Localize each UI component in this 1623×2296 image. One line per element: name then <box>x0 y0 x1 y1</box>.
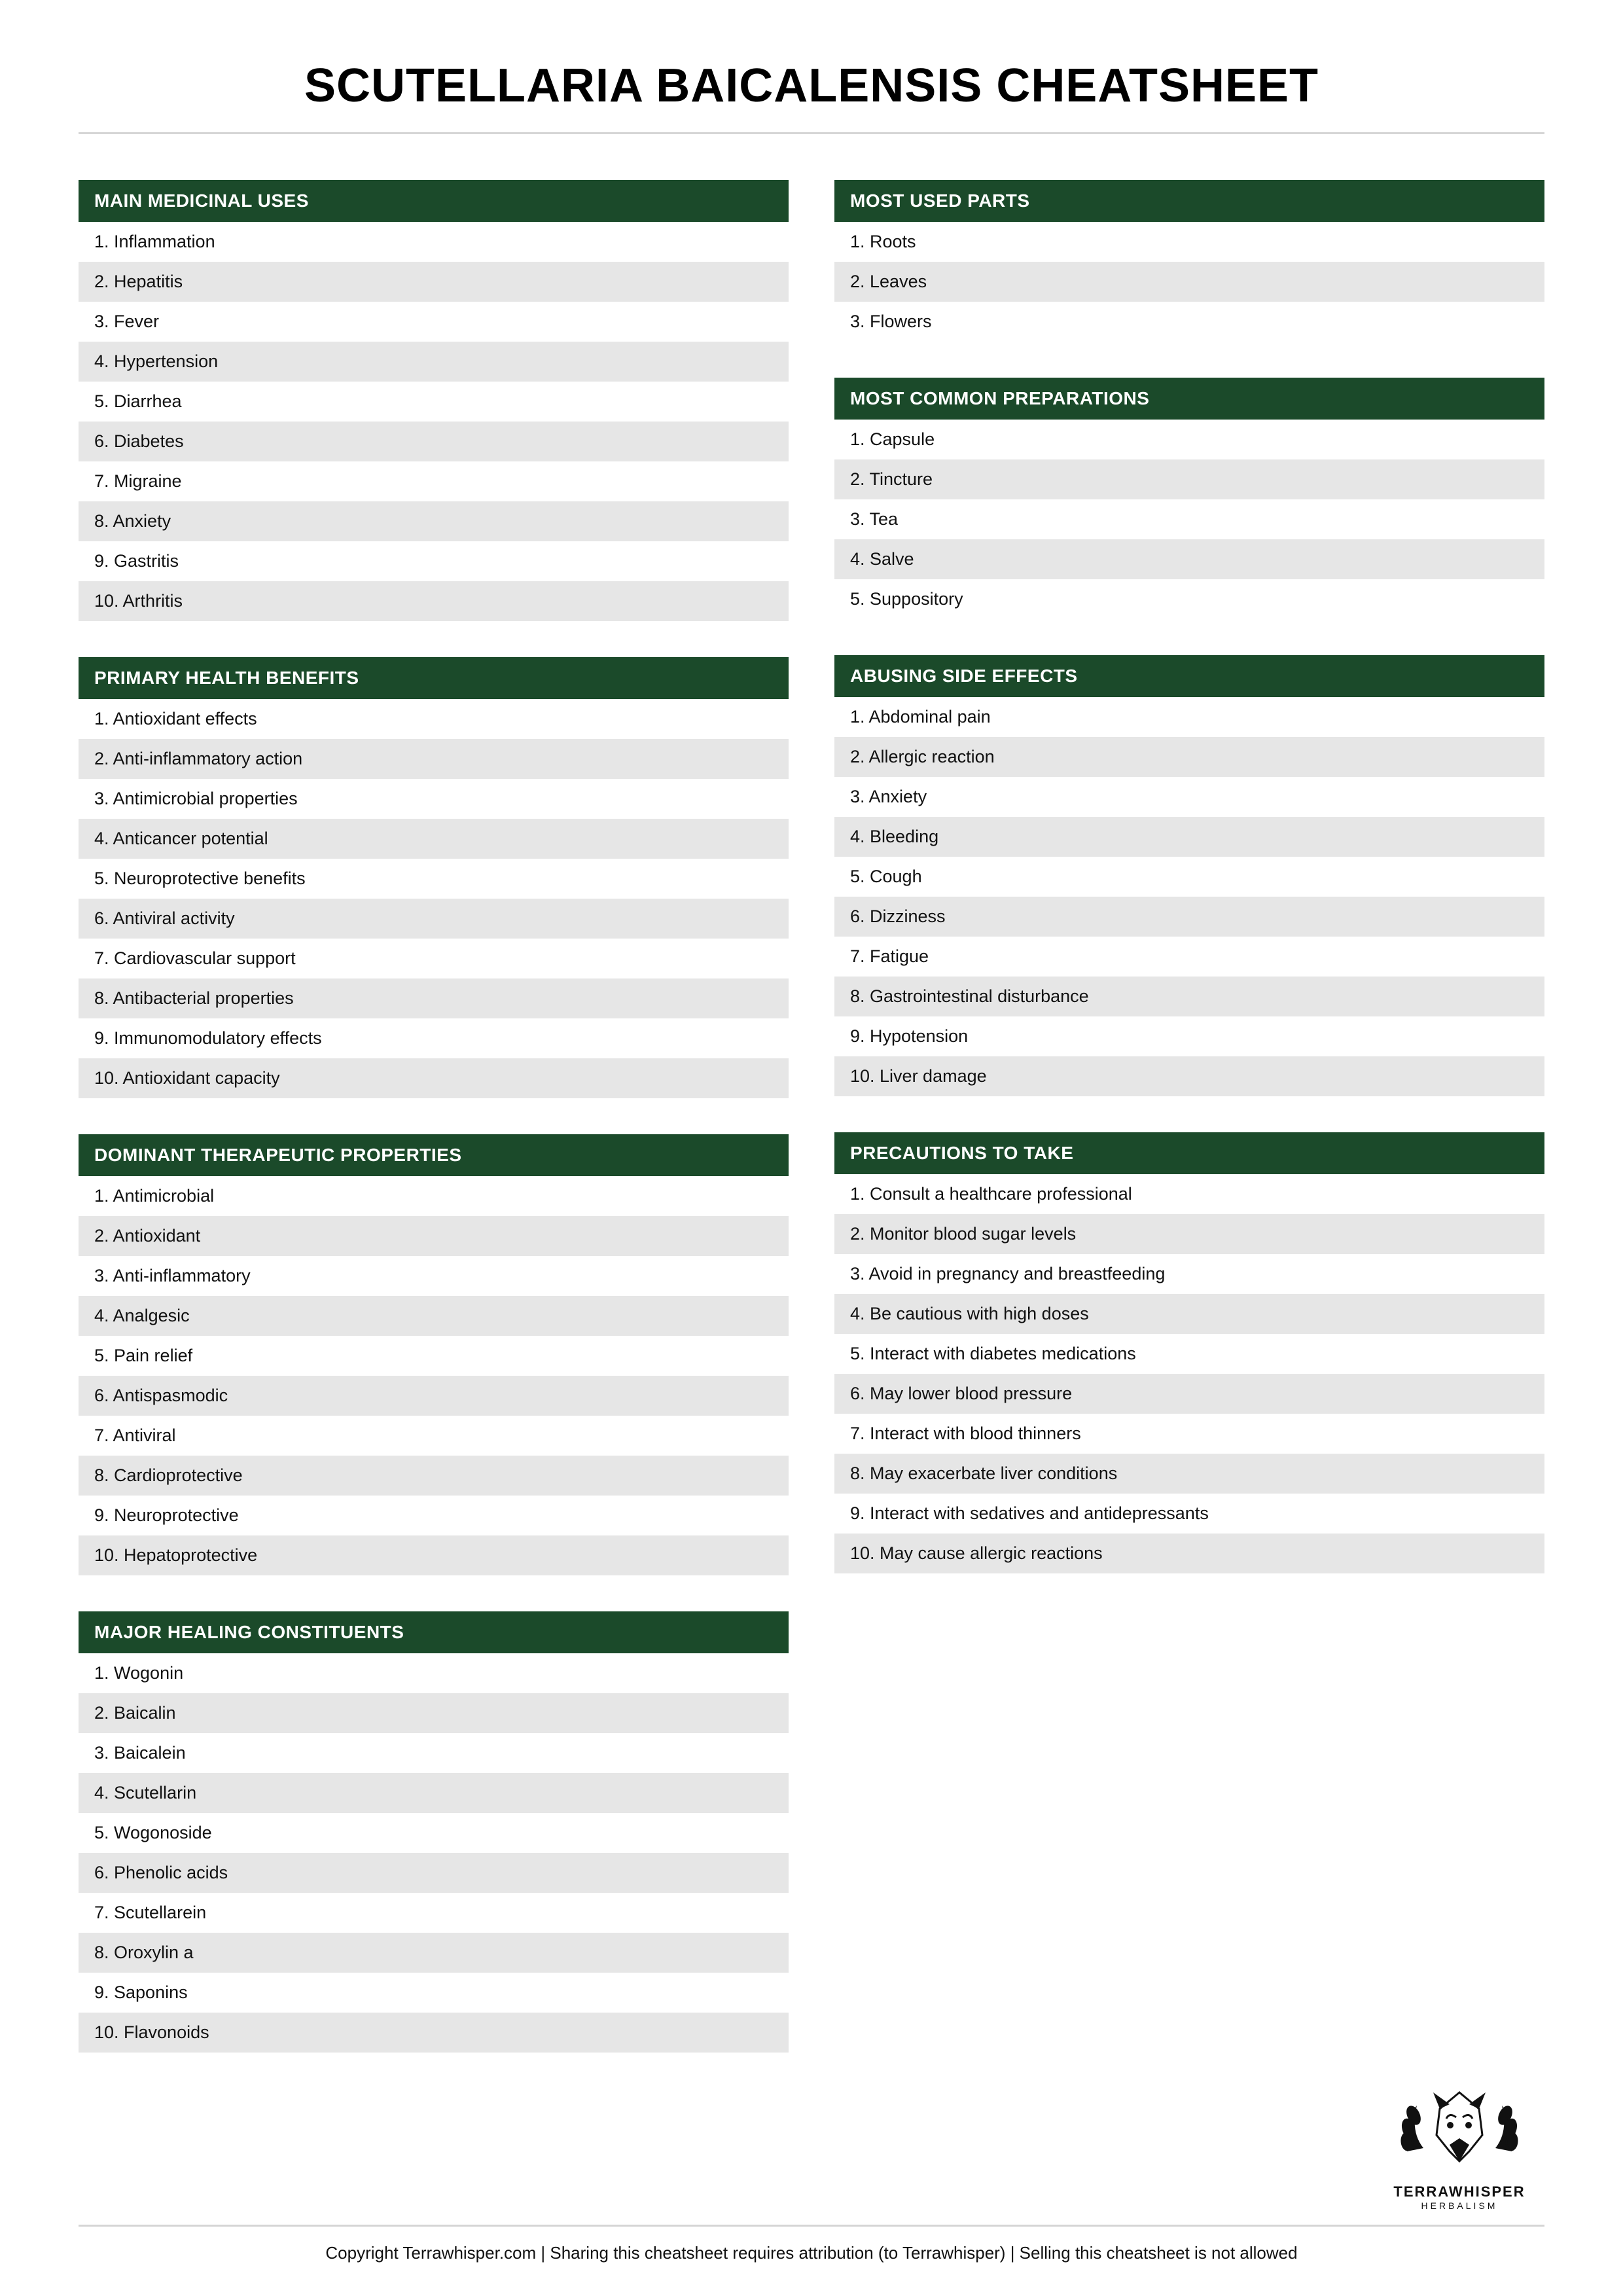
section-header: MAIN MEDICINAL USES <box>79 180 789 222</box>
section: PRECAUTIONS TO TAKE1. Consult a healthca… <box>834 1132 1544 1573</box>
list-item: 10. Arthritis <box>79 581 789 621</box>
list-item: 9. Interact with sedatives and antidepre… <box>834 1494 1544 1534</box>
fox-laurel-icon <box>1387 2073 1531 2178</box>
list-item: 7. Scutellarein <box>79 1893 789 1933</box>
list-item: 1. Antioxidant effects <box>79 699 789 739</box>
list-item: 9. Hypotension <box>834 1016 1544 1056</box>
list-item: 1. Abdominal pain <box>834 697 1544 737</box>
list-item: 3. Avoid in pregnancy and breastfeeding <box>834 1254 1544 1294</box>
list-item: 3. Fever <box>79 302 789 342</box>
list-item: 3. Flowers <box>834 302 1544 342</box>
page-title: SCUTELLARIA BAICALENSIS CHEATSHEET <box>79 59 1544 113</box>
list-item: 9. Saponins <box>79 1973 789 2013</box>
list-item: 7. Interact with blood thinners <box>834 1414 1544 1454</box>
list-item: 2. Monitor blood sugar levels <box>834 1214 1544 1254</box>
left-column: MAIN MEDICINAL USES1. Inflammation2. Hep… <box>79 180 789 2089</box>
section-header: PRIMARY HEALTH BENEFITS <box>79 657 789 699</box>
list-item: 10. Flavonoids <box>79 2013 789 2053</box>
footer: Copyright Terrawhisper.com | Sharing thi… <box>79 2212 1544 2263</box>
section: MOST COMMON PREPARATIONS1. Capsule2. Tin… <box>834 378 1544 619</box>
list-item: 7. Antiviral <box>79 1416 789 1456</box>
section-header: MOST COMMON PREPARATIONS <box>834 378 1544 420</box>
list-item: 10. Hepatoprotective <box>79 1535 789 1575</box>
brand-name: TERRAWHISPER <box>1374 2183 1544 2200</box>
list-item: 3. Tea <box>834 499 1544 539</box>
list-item: 5. Cough <box>834 857 1544 897</box>
list-item: 7. Fatigue <box>834 937 1544 977</box>
list-item: 4. Bleeding <box>834 817 1544 857</box>
footer-divider <box>79 2225 1544 2227</box>
list-item: 6. Diabetes <box>79 422 789 461</box>
list-item: 4. Anticancer potential <box>79 819 789 859</box>
list-item: 8. Oroxylin a <box>79 1933 789 1973</box>
title-divider <box>79 132 1544 134</box>
list-item: 2. Hepatitis <box>79 262 789 302</box>
section: MAIN MEDICINAL USES1. Inflammation2. Hep… <box>79 180 789 621</box>
list-item: 10. Antioxidant capacity <box>79 1058 789 1098</box>
list-item: 5. Interact with diabetes medications <box>834 1334 1544 1374</box>
list-item: 8. Cardioprotective <box>79 1456 789 1496</box>
list-item: 6. Antispasmodic <box>79 1376 789 1416</box>
list-item: 7. Cardiovascular support <box>79 939 789 978</box>
list-item: 1. Antimicrobial <box>79 1176 789 1216</box>
section-header: MAJOR HEALING CONSTITUENTS <box>79 1611 789 1653</box>
section: MOST USED PARTS1. Roots2. Leaves3. Flowe… <box>834 180 1544 342</box>
section-header: PRECAUTIONS TO TAKE <box>834 1132 1544 1174</box>
list-item: 2. Allergic reaction <box>834 737 1544 777</box>
columns-container: MAIN MEDICINAL USES1. Inflammation2. Hep… <box>79 180 1544 2089</box>
list-item: 9. Gastritis <box>79 541 789 581</box>
section: ABUSING SIDE EFFECTS1. Abdominal pain2. … <box>834 655 1544 1096</box>
right-column: MOST USED PARTS1. Roots2. Leaves3. Flowe… <box>834 180 1544 2089</box>
list-item: 8. Anxiety <box>79 501 789 541</box>
list-item: 5. Wogonoside <box>79 1813 789 1853</box>
list-item: 5. Suppository <box>834 579 1544 619</box>
list-item: 3. Baicalein <box>79 1733 789 1773</box>
section-header: ABUSING SIDE EFFECTS <box>834 655 1544 697</box>
list-item: 3. Antimicrobial properties <box>79 779 789 819</box>
footer-text: Copyright Terrawhisper.com | Sharing thi… <box>79 2243 1544 2263</box>
list-item: 10. Liver damage <box>834 1056 1544 1096</box>
list-item: 4. Salve <box>834 539 1544 579</box>
list-item: 5. Neuroprotective benefits <box>79 859 789 899</box>
list-item: 7. Migraine <box>79 461 789 501</box>
list-item: 3. Anti-inflammatory <box>79 1256 789 1296</box>
list-item: 5. Diarrhea <box>79 382 789 422</box>
list-item: 5. Pain relief <box>79 1336 789 1376</box>
list-item: 3. Anxiety <box>834 777 1544 817</box>
list-item: 2. Tincture <box>834 459 1544 499</box>
list-item: 1. Capsule <box>834 420 1544 459</box>
section: PRIMARY HEALTH BENEFITS1. Antioxidant ef… <box>79 657 789 1098</box>
list-item: 4. Be cautious with high doses <box>834 1294 1544 1334</box>
list-item: 6. May lower blood pressure <box>834 1374 1544 1414</box>
list-item: 1. Consult a healthcare professional <box>834 1174 1544 1214</box>
list-item: 2. Leaves <box>834 262 1544 302</box>
brand-logo: TERRAWHISPER HERBALISM <box>1374 2073 1544 2211</box>
list-item: 1. Inflammation <box>79 222 789 262</box>
list-item: 2. Baicalin <box>79 1693 789 1733</box>
list-item: 9. Neuroprotective <box>79 1496 789 1535</box>
section: MAJOR HEALING CONSTITUENTS1. Wogonin2. B… <box>79 1611 789 2053</box>
list-item: 4. Analgesic <box>79 1296 789 1336</box>
section-header: MOST USED PARTS <box>834 180 1544 222</box>
list-item: 6. Antiviral activity <box>79 899 789 939</box>
list-item: 6. Dizziness <box>834 897 1544 937</box>
list-item: 1. Wogonin <box>79 1653 789 1693</box>
list-item: 4. Scutellarin <box>79 1773 789 1813</box>
list-item: 9. Immunomodulatory effects <box>79 1018 789 1058</box>
list-item: 6. Phenolic acids <box>79 1853 789 1893</box>
list-item: 1. Roots <box>834 222 1544 262</box>
list-item: 2. Antioxidant <box>79 1216 789 1256</box>
list-item: 2. Anti-inflammatory action <box>79 739 789 779</box>
list-item: 4. Hypertension <box>79 342 789 382</box>
list-item: 8. Antibacterial properties <box>79 978 789 1018</box>
list-item: 8. Gastrointestinal disturbance <box>834 977 1544 1016</box>
section-header: DOMINANT THERAPEUTIC PROPERTIES <box>79 1134 789 1176</box>
list-item: 10. May cause allergic reactions <box>834 1534 1544 1573</box>
section: DOMINANT THERAPEUTIC PROPERTIES1. Antimi… <box>79 1134 789 1575</box>
brand-tagline: HERBALISM <box>1374 2200 1544 2211</box>
list-item: 8. May exacerbate liver conditions <box>834 1454 1544 1494</box>
